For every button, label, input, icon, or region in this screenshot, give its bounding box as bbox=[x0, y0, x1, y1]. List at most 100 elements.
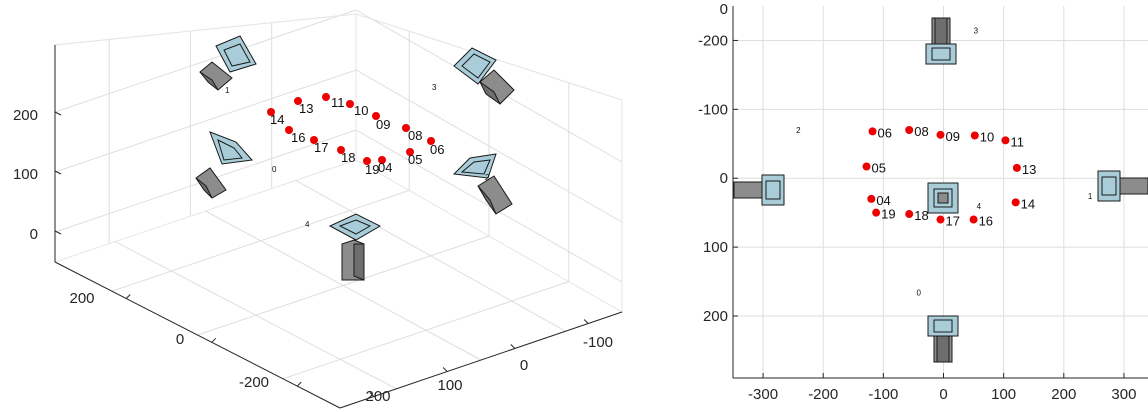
point-label: 04 bbox=[876, 193, 890, 208]
y-tick-label: 100 bbox=[703, 239, 728, 256]
point-label: 13 bbox=[299, 101, 313, 116]
point-label: 05 bbox=[408, 152, 422, 167]
camera-icon bbox=[453, 47, 515, 105]
point-label: 10 bbox=[980, 130, 994, 145]
point-label: 18 bbox=[341, 150, 355, 165]
x-tick-label: 200 bbox=[365, 388, 390, 405]
camera-lens-inner bbox=[460, 159, 491, 175]
data-point bbox=[1011, 198, 1020, 207]
y-tick-label: 0 bbox=[720, 170, 728, 187]
point-label: 11 bbox=[1010, 134, 1024, 149]
data-point bbox=[427, 137, 435, 145]
box-edge bbox=[54, 13, 623, 101]
x-tick-label: 0 bbox=[939, 386, 947, 403]
x-tick-label: 100 bbox=[991, 386, 1016, 403]
point-label: 06 bbox=[878, 125, 892, 140]
y-tick-label: -100 bbox=[698, 101, 728, 118]
data-point bbox=[872, 208, 881, 217]
y-tick-label: 0 bbox=[176, 331, 184, 348]
camera-lens bbox=[925, 43, 957, 65]
point-label: 09 bbox=[946, 129, 960, 144]
point-label: 13 bbox=[1022, 162, 1036, 177]
point-label: 17 bbox=[946, 214, 960, 229]
camera-body bbox=[733, 181, 763, 199]
data-point bbox=[905, 126, 914, 134]
data-point bbox=[346, 100, 354, 108]
point-label: 16 bbox=[291, 130, 305, 145]
camera-body-edge bbox=[479, 81, 501, 105]
data-point bbox=[970, 131, 979, 140]
camera-lens-inner bbox=[217, 139, 243, 161]
point-label: 19 bbox=[365, 162, 379, 177]
data-point bbox=[1012, 163, 1021, 172]
z-tick-label: 100 bbox=[13, 166, 38, 183]
plot-3d-area: 0 100 200 200 0 -200 -100 0 100 200 0 1 2 3 4 04 05 06 08 0… bbox=[13, 9, 623, 409]
data-point bbox=[1001, 136, 1010, 145]
camera-body-edge bbox=[353, 243, 365, 281]
plot-background bbox=[733, 6, 1148, 378]
camera-label: 4 bbox=[305, 220, 310, 229]
plot-top-area: -300 -200 -100 0 100 200 300 -200 -100 0 100 200 0 0 1… bbox=[698, 1, 1148, 403]
camera-icon bbox=[1097, 170, 1148, 202]
data-point bbox=[936, 130, 945, 139]
camera-lens-inner bbox=[765, 180, 781, 200]
data-point bbox=[862, 162, 871, 171]
camera-label: 3 bbox=[432, 83, 437, 92]
data-point bbox=[868, 127, 877, 136]
x-tick-mark bbox=[442, 367, 448, 372]
x-tick-label: 0 bbox=[520, 357, 528, 374]
camera-lens-inner bbox=[931, 47, 951, 61]
camera-icon bbox=[328, 213, 382, 281]
x-tick-label: 100 bbox=[437, 377, 462, 394]
camera-lens bbox=[927, 182, 959, 214]
x-tick-mark bbox=[369, 392, 375, 397]
data-point bbox=[285, 126, 293, 134]
camera-icon bbox=[927, 315, 959, 363]
y-tick-label: -200 bbox=[239, 374, 269, 391]
point-label: 08 bbox=[914, 124, 928, 139]
data-point bbox=[406, 148, 414, 156]
camera-label: 4 bbox=[977, 202, 982, 211]
point-label: 06 bbox=[430, 142, 444, 157]
x-tick-mark bbox=[583, 319, 589, 324]
point-label: 14 bbox=[1021, 196, 1035, 211]
camera-body-edge bbox=[199, 71, 219, 91]
z-tick-label: 200 bbox=[13, 107, 38, 124]
x-tick-label: -100 bbox=[583, 334, 613, 351]
data-point bbox=[363, 157, 371, 165]
point-label: 11 bbox=[331, 95, 345, 110]
data-point bbox=[402, 124, 410, 132]
y-tick-label-partial: 0 bbox=[720, 1, 728, 18]
x-tick-label: 200 bbox=[1051, 386, 1076, 403]
x-tick-label: -200 bbox=[808, 386, 838, 403]
gridline bbox=[54, 9, 623, 163]
camera-body bbox=[931, 17, 951, 45]
camera-label: 2 bbox=[485, 173, 490, 182]
gridline bbox=[54, 129, 623, 283]
x-axis-line bbox=[339, 311, 623, 409]
camera-icon bbox=[733, 174, 785, 206]
data-point bbox=[337, 146, 345, 154]
y-axis-line bbox=[54, 261, 341, 409]
data-point bbox=[294, 97, 302, 105]
y-tick-label: 200 bbox=[703, 308, 728, 325]
y-tick-label: -200 bbox=[698, 32, 728, 49]
camera-icon bbox=[452, 153, 513, 215]
camera-lens-inner bbox=[338, 219, 372, 235]
data-point bbox=[969, 215, 978, 224]
camera-lens-inner bbox=[461, 53, 491, 79]
x-tick-label: -300 bbox=[748, 386, 778, 403]
y-tick-mark bbox=[211, 337, 217, 343]
data-point bbox=[378, 156, 386, 164]
camera-body bbox=[1119, 177, 1148, 195]
point-label: 08 bbox=[408, 128, 422, 143]
camera-lens-inner bbox=[223, 43, 251, 67]
gridline bbox=[282, 281, 569, 380]
camera-body-edge bbox=[934, 17, 948, 45]
data-point bbox=[905, 210, 914, 219]
camera-icon bbox=[199, 35, 257, 91]
camera-body-edge bbox=[936, 335, 950, 363]
camera-label: 1 bbox=[225, 86, 230, 95]
data-point bbox=[936, 215, 945, 224]
data-point bbox=[322, 93, 330, 101]
